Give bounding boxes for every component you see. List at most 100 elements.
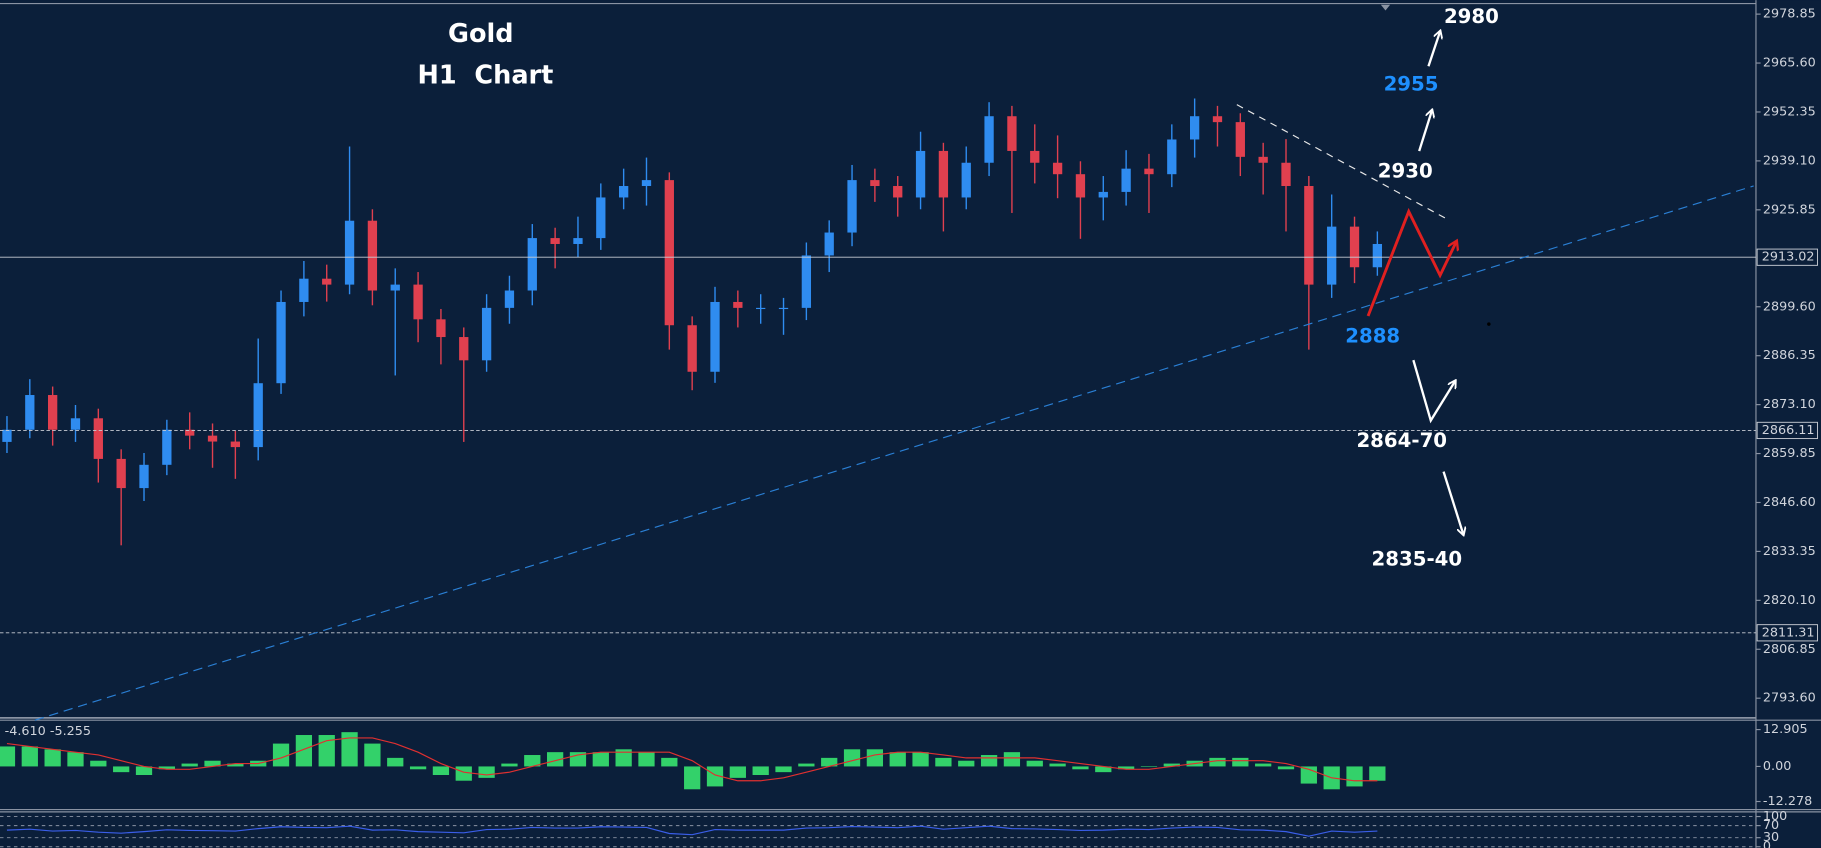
candle-body	[1144, 168, 1154, 175]
macd-bar	[1117, 766, 1135, 770]
macd-bar	[1232, 757, 1249, 767]
candle-body	[847, 180, 857, 233]
macd-bar	[592, 752, 609, 767]
candle-body	[70, 418, 81, 430]
candle-body	[733, 301, 743, 308]
macd-bar	[1049, 763, 1066, 767]
candle-body	[527, 238, 537, 291]
macd-bar	[1209, 757, 1226, 767]
candle-body	[1030, 150, 1040, 163]
candle-body	[1235, 122, 1245, 157]
y-tick-label: -12.278	[1763, 794, 1812, 809]
annotation: 2930	[1378, 159, 1433, 182]
candle-body	[2, 429, 12, 442]
price-level-box	[1756, 624, 1818, 642]
macd-bar	[1003, 752, 1021, 767]
y-tick-label: 12.905	[1763, 722, 1808, 737]
y-tick-label: 2978.85	[1763, 7, 1816, 22]
y-tick-label: 2846.60	[1763, 495, 1816, 510]
macd-bar	[638, 752, 655, 767]
macd-bar	[752, 766, 769, 776]
y-tick-label: 0.00	[1763, 759, 1791, 774]
candle-body	[1304, 186, 1314, 285]
candle-body	[1349, 226, 1360, 268]
candle-body	[938, 150, 949, 198]
y-tick-label: 70	[1763, 818, 1779, 833]
candle-body	[1167, 139, 1177, 175]
macd-signal	[6, 737, 1378, 782]
macd-bar	[1163, 763, 1180, 767]
macd-bar	[318, 735, 335, 767]
candle-body	[390, 284, 400, 291]
y-tick-label: 2952.35	[1763, 104, 1816, 119]
macd-bar	[364, 743, 381, 767]
candle-body	[413, 284, 423, 320]
candle-body	[299, 278, 309, 302]
macd-bar	[90, 760, 107, 767]
candle-body	[893, 186, 903, 198]
arrow	[1418, 110, 1432, 152]
macd-bar	[158, 766, 175, 770]
y-tick-label: 2793.60	[1763, 691, 1816, 706]
annotation: 2835-40	[1372, 547, 1463, 570]
candle-body	[139, 464, 149, 489]
data-layer: 2978.85 2965.60 2952.35 2939.10 2925.85 2899.…	[0, 5, 1818, 848]
y-tick-label: 2859.85	[1763, 446, 1816, 461]
y-tick-label: 2925.85	[1763, 202, 1816, 217]
macd-bar	[455, 766, 472, 781]
macd-bar	[432, 766, 450, 776]
price-level-box	[1756, 248, 1818, 266]
macd-bar	[798, 763, 815, 767]
macd-bar	[295, 735, 313, 767]
macd-bar	[1369, 766, 1386, 781]
macd-bar	[775, 766, 792, 773]
macd-bar	[113, 766, 130, 773]
candle-body	[756, 307, 766, 310]
candle-body	[1075, 174, 1086, 198]
candle-body	[1189, 116, 1200, 140]
macd-bar	[1026, 760, 1043, 767]
annotation: 2864-70	[1356, 429, 1447, 452]
macd-bar	[181, 763, 198, 767]
candle-body	[1212, 116, 1223, 123]
candle-body	[48, 395, 58, 430]
arrow	[1427, 31, 1440, 67]
candle-body	[1052, 162, 1063, 175]
arrow	[1442, 471, 1464, 535]
macd-bar	[409, 766, 427, 770]
candle-body	[710, 301, 720, 372]
macd-bar	[272, 743, 290, 767]
candle-body	[93, 418, 103, 459]
macd-bar	[1255, 763, 1272, 767]
macd-bar	[729, 766, 746, 778]
candle-body	[116, 458, 126, 489]
candle-body	[344, 220, 355, 285]
annotation: 2888	[1345, 324, 1400, 347]
candle-body	[253, 383, 263, 448]
candle-body	[481, 307, 492, 361]
macd-bar	[341, 732, 358, 767]
support-trendline	[34, 185, 1754, 721]
candle-body	[801, 255, 812, 308]
candle-body	[619, 186, 629, 198]
candle-body	[25, 395, 35, 430]
macd-bar	[958, 760, 975, 767]
macd-bar	[1095, 766, 1112, 773]
macd-bar	[387, 757, 404, 767]
y-tick-label: 2965.60	[1763, 56, 1816, 71]
candle-body	[322, 278, 332, 285]
y-tick-label: 2886.35	[1763, 348, 1816, 363]
macd-label: -4.610 -5.255	[5, 724, 91, 739]
candle-body	[915, 150, 926, 198]
y-tick-label: 2939.10	[1763, 153, 1816, 168]
shift-marker	[1380, 4, 1391, 11]
candle-body	[162, 429, 172, 465]
macd-bar	[866, 749, 884, 767]
chart-title: Gold	[448, 19, 514, 49]
macd-bar	[67, 752, 84, 767]
candle-body	[185, 429, 195, 436]
candle-body	[207, 435, 218, 442]
annotation: 2955	[1384, 72, 1439, 95]
candle-body	[276, 301, 286, 384]
